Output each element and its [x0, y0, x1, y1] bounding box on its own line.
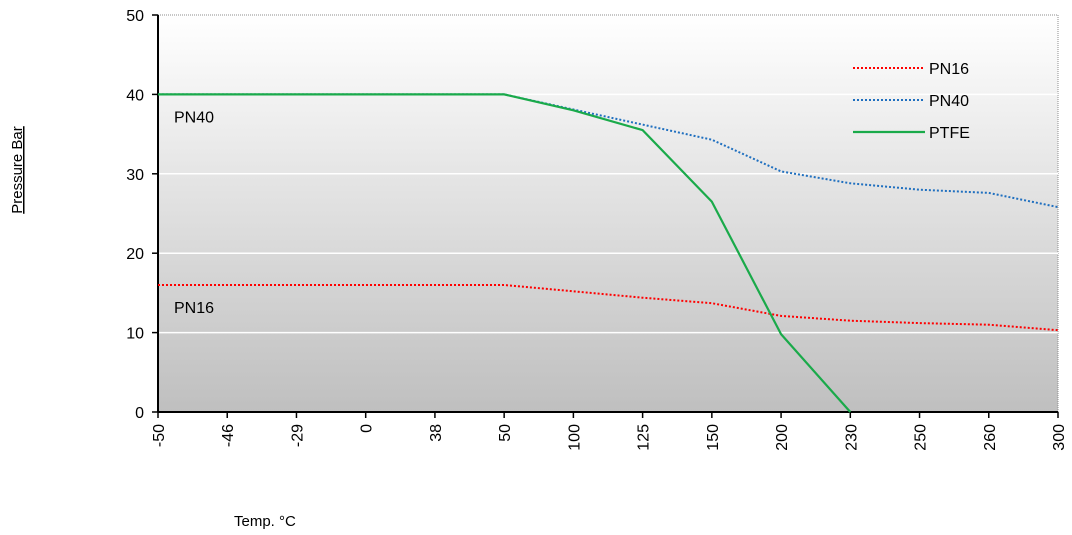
axes: [152, 14, 1059, 418]
x-tick-label: 150: [705, 424, 722, 451]
series-line-pn40: [158, 93, 1059, 209]
x-tick-label: -50: [151, 424, 168, 447]
x-tick-label: 125: [636, 424, 653, 451]
y-tick-label: 50: [126, 8, 144, 25]
x-tick-label: 250: [913, 424, 930, 451]
x-tick-label: 300: [1051, 424, 1068, 451]
x-tick-label: 260: [982, 424, 999, 451]
x-tick-label: 200: [774, 424, 791, 451]
x-tick-label: -46: [220, 424, 237, 447]
y-tick-label: 40: [126, 87, 144, 104]
y-tick-label: 20: [126, 246, 144, 263]
legend-label-pn40: PN40: [929, 93, 969, 110]
legend-label-ptfe: PTFE: [929, 125, 970, 142]
x-tick-label: 230: [843, 424, 860, 451]
x-tick-labels: -50 -46 -29 0 38 50 100 125 150 200 230 250 260 300: [151, 424, 1068, 451]
legend: PN16 PN40 PTFE: [853, 61, 970, 142]
x-tick-label: 0: [359, 424, 376, 433]
x-axis-title: Temp. °C: [234, 513, 296, 530]
x-tick-label: 38: [428, 424, 445, 442]
x-tick-label: -29: [289, 424, 306, 447]
y-tick-labels: 0 10 20 30 40 50: [126, 8, 144, 422]
series-line-pn16: [158, 284, 1059, 332]
y-tick-label: 10: [126, 326, 144, 343]
annotation-label: PN40: [174, 109, 214, 126]
x-tick-label: 100: [566, 424, 583, 451]
annotations: PN40 PN16: [174, 109, 214, 317]
series-line-ptfe: [158, 93, 852, 413]
y-tick-label: 30: [126, 167, 144, 184]
annotation-label: PN16: [174, 300, 214, 317]
y-axis-title: Pressure Bar: [9, 126, 26, 214]
plot-area: [157, 14, 1059, 413]
x-tick-label: 50: [497, 424, 514, 442]
legend-label-pn16: PN16: [929, 61, 969, 78]
y-tick-label: 0: [135, 405, 144, 422]
series-lines: [158, 93, 1059, 413]
